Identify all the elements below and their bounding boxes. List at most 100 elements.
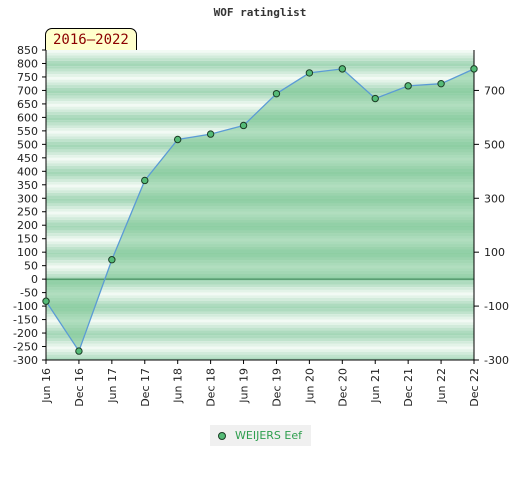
grid-band — [46, 357, 474, 360]
grid-band — [46, 106, 474, 110]
x-tick-label: Jun 21 — [369, 368, 382, 404]
grid-band — [46, 52, 474, 56]
grid-band — [46, 314, 474, 317]
x-tick-label: Jun 22 — [435, 368, 448, 404]
y-left-tick-label: -300 — [13, 354, 38, 367]
data-point — [173, 135, 182, 144]
grid-band — [46, 284, 474, 288]
grid-band — [46, 311, 474, 315]
data-point — [108, 256, 116, 264]
grid-band — [46, 71, 474, 75]
y-left-tick-label: -100 — [13, 300, 38, 313]
data-point — [404, 82, 412, 90]
grid-band — [46, 63, 474, 67]
grid-band — [46, 335, 474, 339]
data-point — [141, 176, 149, 185]
y-right-tick-label: -100 — [484, 300, 509, 313]
grid-band — [46, 303, 474, 307]
grid-band — [46, 346, 474, 350]
grid-band — [46, 341, 474, 344]
grid-band — [46, 90, 474, 94]
grid-band — [46, 351, 474, 355]
grid-band — [46, 324, 474, 328]
grid-band — [46, 95, 474, 99]
data-point — [371, 94, 379, 103]
grid-band — [46, 74, 474, 77]
y-right-tick-label: -300 — [484, 354, 509, 367]
data-point — [272, 89, 281, 98]
y-left-tick-label: 550 — [17, 125, 38, 138]
grid-band — [46, 295, 474, 298]
grid-band — [46, 316, 474, 320]
x-tick-label: Jun 18 — [172, 368, 185, 404]
data-point — [305, 69, 314, 77]
grid-band — [46, 300, 474, 304]
data-point — [338, 65, 347, 73]
grid-band — [46, 306, 474, 309]
grid-band — [46, 93, 474, 96]
grid-band — [46, 298, 474, 301]
grid-band — [46, 98, 474, 102]
data-point — [75, 347, 83, 355]
y-left-tick-label: 300 — [17, 192, 38, 205]
grid-band — [46, 338, 474, 342]
y-left-tick-label: 800 — [17, 57, 38, 70]
y-left-tick-label: 50 — [24, 260, 38, 273]
y-right-tick-label: 100 — [484, 246, 505, 259]
grid-band — [46, 349, 474, 352]
grid-band — [46, 308, 474, 312]
grid-band — [46, 319, 474, 323]
y-left-tick-label: 350 — [17, 179, 38, 192]
grid-band — [46, 50, 474, 53]
y-left-tick-label: 150 — [17, 233, 38, 246]
data-point — [470, 65, 478, 73]
axes — [45, 50, 475, 361]
x-tick-label: Jun 16 — [40, 368, 53, 404]
grid-band — [46, 82, 474, 86]
x-tick-label: Jun 17 — [106, 368, 119, 404]
grid-band — [46, 103, 474, 107]
grid-band — [46, 354, 474, 358]
data-points — [42, 65, 478, 355]
y-right-tick-label: 300 — [484, 192, 505, 205]
grid-band — [46, 281, 474, 285]
x-axis-ticks: Jun 16 Dec 16 Jun 17 Dec 17 Jun 18 Dec 18 Jun … — [40, 360, 481, 407]
legend-label: WEIJERS Eef — [235, 429, 302, 442]
grid-band — [46, 55, 474, 59]
y-left-tick-label: 500 — [17, 138, 38, 151]
x-tick-label: Dec 22 — [468, 368, 481, 407]
data-point — [437, 79, 445, 88]
grid-band — [46, 330, 474, 334]
y-axis-right-ticks: 700 500 300 100 -100 -300 — [474, 84, 509, 367]
y-left-tick-label: 200 — [17, 219, 38, 232]
y-left-tick-label: -50 — [20, 287, 38, 300]
y-left-tick-label: -200 — [13, 327, 38, 340]
y-left-tick-label: -150 — [13, 314, 38, 327]
y-left-tick-label: 850 — [17, 44, 38, 57]
grid-band — [46, 76, 474, 80]
series-line — [45, 68, 475, 353]
y-left-tick-label: 0 — [31, 273, 38, 286]
grid-band — [46, 66, 474, 69]
grid-band — [46, 79, 474, 83]
grid-band — [46, 287, 474, 290]
y-axis-left-ticks: 8508007507006506005505004504003503002502… — [13, 44, 46, 367]
grid-band — [46, 333, 474, 336]
x-tick-label: Jun 20 — [303, 368, 316, 404]
grid-band — [46, 87, 474, 91]
grid-band — [46, 85, 474, 88]
grid-band — [46, 292, 474, 296]
y-left-tick-label: 400 — [17, 165, 38, 178]
legend-marker — [218, 432, 226, 440]
y-left-tick-label: 100 — [17, 246, 38, 259]
x-tick-label: Dec 20 — [336, 368, 349, 407]
grid-band — [46, 279, 474, 282]
grid-band — [46, 322, 474, 325]
y-left-tick-label: -250 — [13, 341, 38, 354]
x-tick-label: Dec 16 — [73, 368, 86, 407]
x-tick-label: Jun 19 — [238, 368, 251, 404]
y-left-tick-label: 250 — [17, 206, 38, 219]
y-right-tick-label: 700 — [484, 84, 505, 97]
x-tick-label: Dec 21 — [402, 368, 415, 407]
